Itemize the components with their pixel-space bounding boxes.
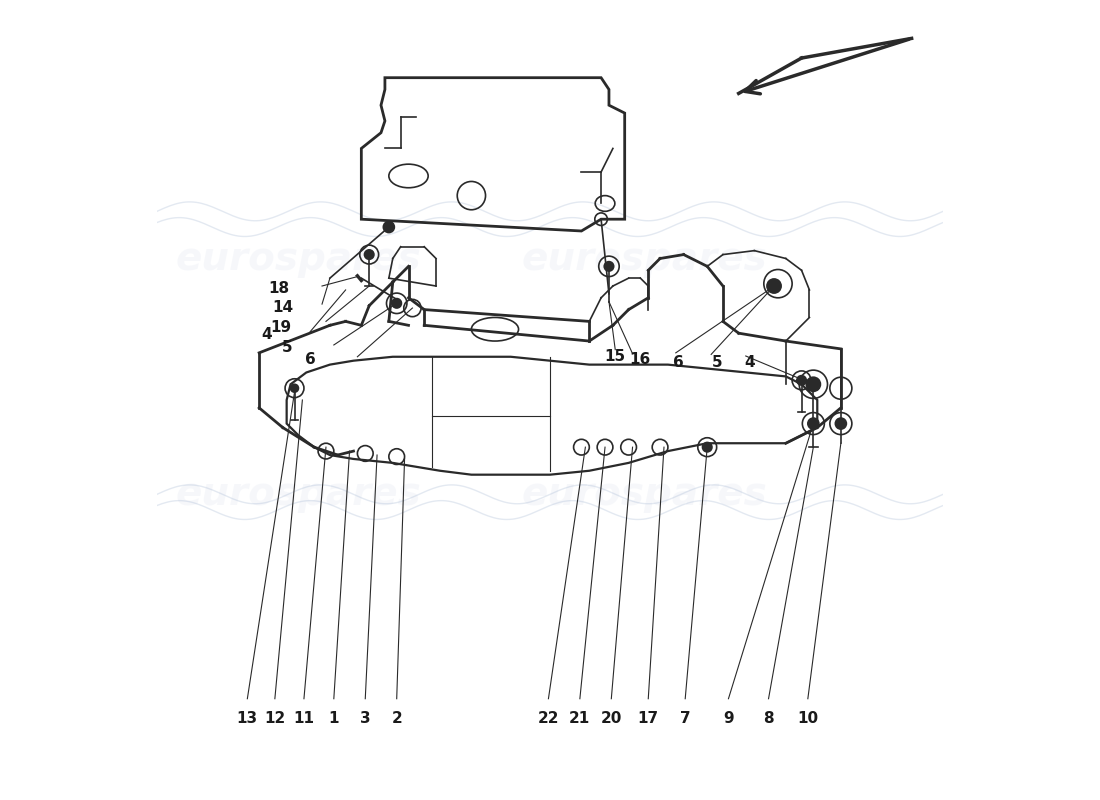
Text: 15: 15 — [605, 350, 626, 364]
Circle shape — [290, 384, 298, 392]
Text: 3: 3 — [360, 711, 371, 726]
Circle shape — [703, 442, 712, 452]
Circle shape — [392, 298, 402, 308]
Text: 9: 9 — [723, 711, 734, 726]
Text: 19: 19 — [271, 320, 292, 335]
Text: 5: 5 — [282, 340, 292, 355]
Text: eurospares: eurospares — [521, 475, 767, 514]
Text: 14: 14 — [272, 300, 294, 314]
Text: eurospares: eurospares — [176, 475, 421, 514]
Text: 16: 16 — [630, 352, 651, 366]
Text: 13: 13 — [236, 711, 257, 726]
Text: 4: 4 — [745, 354, 755, 370]
Text: 17: 17 — [638, 711, 659, 726]
Circle shape — [796, 376, 806, 385]
Text: 11: 11 — [294, 711, 315, 726]
Text: 4: 4 — [262, 327, 273, 342]
Text: 1: 1 — [329, 711, 339, 726]
Text: eurospares: eurospares — [176, 239, 421, 278]
Circle shape — [807, 418, 818, 429]
Circle shape — [383, 222, 395, 233]
Text: 6: 6 — [673, 354, 683, 370]
Text: 6: 6 — [305, 352, 316, 366]
Text: 10: 10 — [798, 711, 818, 726]
Text: 18: 18 — [268, 281, 289, 296]
Circle shape — [767, 279, 781, 293]
Text: 5: 5 — [712, 354, 722, 370]
Text: eurospares: eurospares — [521, 239, 767, 278]
Text: 20: 20 — [601, 711, 621, 726]
Text: 21: 21 — [569, 711, 591, 726]
Circle shape — [806, 378, 821, 391]
Text: 8: 8 — [763, 711, 774, 726]
Circle shape — [604, 262, 614, 271]
Circle shape — [364, 250, 374, 259]
Text: 12: 12 — [264, 711, 286, 726]
Circle shape — [835, 418, 846, 429]
Text: 2: 2 — [392, 711, 403, 726]
Text: 22: 22 — [538, 711, 559, 726]
Text: 7: 7 — [680, 711, 691, 726]
